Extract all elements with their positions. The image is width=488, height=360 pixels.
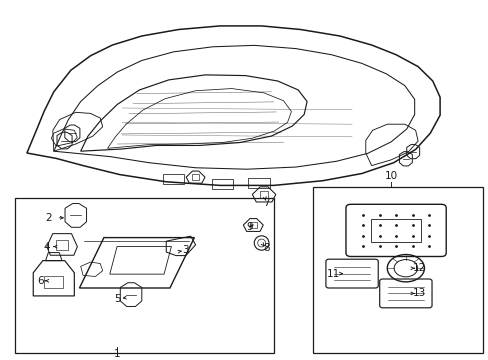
Bar bbox=[248, 178, 269, 188]
Text: 5: 5 bbox=[114, 294, 121, 304]
Text: 7: 7 bbox=[263, 198, 269, 208]
Text: 10: 10 bbox=[384, 171, 397, 181]
Bar bbox=[312, 187, 482, 353]
Text: 11: 11 bbox=[326, 269, 340, 279]
Text: 6: 6 bbox=[37, 276, 43, 286]
Text: 2: 2 bbox=[45, 213, 52, 223]
Text: 12: 12 bbox=[412, 263, 426, 273]
Text: 3: 3 bbox=[182, 245, 189, 255]
Text: 4: 4 bbox=[43, 242, 50, 252]
Bar bbox=[211, 179, 233, 189]
Bar bbox=[370, 219, 420, 242]
Text: 9: 9 bbox=[245, 222, 252, 232]
Bar bbox=[15, 198, 273, 353]
Bar bbox=[163, 174, 184, 184]
Text: 8: 8 bbox=[263, 243, 269, 253]
Text: 1: 1 bbox=[114, 348, 121, 359]
Text: 13: 13 bbox=[412, 288, 426, 298]
